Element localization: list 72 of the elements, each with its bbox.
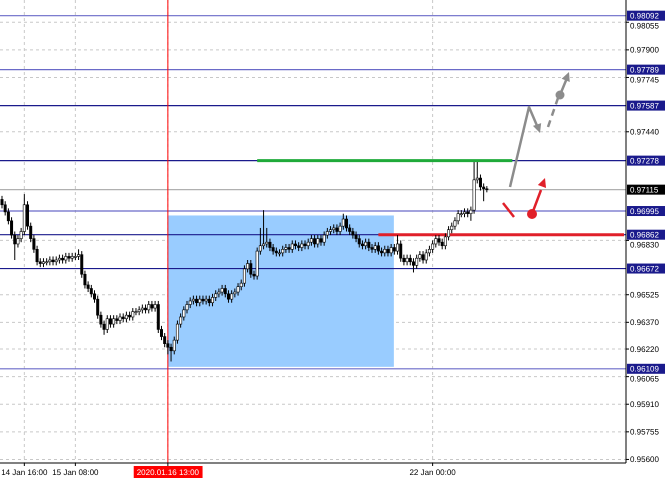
y-tick-label: 0.95600 [630,455,660,464]
y-tick-label: 0.98055 [630,21,660,30]
candlestick [306,238,310,250]
candlestick [437,234,440,246]
y-tick-label: 0.96065 [630,374,660,384]
candlestick [390,243,393,257]
candlestick [412,258,415,273]
candlestick [310,234,313,246]
candlestick [208,295,211,307]
candlestick [230,290,234,304]
candlestick [316,234,320,248]
candlestick [195,295,198,307]
candlestick [106,314,109,334]
candlestick [415,254,418,270]
y-tick-label: 0.96525 [630,290,660,300]
candlestick [319,234,322,246]
y-tick-label: 0.97900 [630,46,660,55]
candlestick [383,245,386,257]
ref-line-label: 0.97587 [630,101,660,110]
x-tick-label: 15 Jan 08:00 [52,468,100,477]
candlestick [236,282,240,296]
ref-line-label: 0.96862 [630,230,660,240]
candlestick [440,238,444,250]
candlestick [170,343,173,362]
ref-line-label: 0.98092 [630,11,660,20]
ref-line-label: 0.97789 [630,65,660,74]
candlestick [351,227,354,240]
candlestick [147,300,150,314]
candlestick [300,240,304,252]
candlestick [118,312,122,325]
candlestick [358,234,361,248]
candlestick [344,214,348,232]
y-tick-label: 0.96220 [630,344,660,354]
candlestick [367,238,370,252]
candlestick [131,308,134,322]
candlestick [386,245,390,257]
candlestick [290,240,294,254]
ref-line-label: 0.96672 [630,264,660,274]
candlestick [150,300,154,312]
candlestick [392,243,396,256]
candlestick [220,284,224,296]
y-tick-label: 0.96370 [630,318,660,328]
candlestick [364,238,368,250]
y-tick-label: 0.96830 [630,240,660,250]
candlestick [108,314,112,328]
candlestick [64,252,68,264]
ref-line-label: 0.96109 [630,364,660,374]
candlestick [112,314,116,328]
candlestick [198,295,202,307]
candlestick [281,245,284,257]
candlestick [335,224,338,236]
candlestick [406,254,409,266]
candlestick [424,248,428,264]
x-tick-label: 14 Jan 16:00 [1,468,48,477]
candlestick [376,242,380,256]
candlestick [313,234,316,248]
candlestick [374,242,377,254]
candlestick [211,293,214,307]
y-tick-label: 0.95755 [630,428,660,437]
candlestick [124,311,128,323]
candlestick [249,259,252,278]
y-tick-label: 0.95910 [630,400,660,410]
y-tick-label: 0.97440 [630,128,660,137]
ref-line-label: 0.96995 [630,206,660,216]
x-tick-label: 2020.01.16 13:00 [136,468,200,477]
candlestick [322,231,326,246]
y-tick-label: 0.97745 [630,75,660,84]
ref-line-label: 0.97115 [630,185,659,194]
ref-line-label: 0.97278 [630,156,660,166]
x-tick-label: 22 Jan 00:00 [409,468,456,477]
candlestick [422,250,425,264]
candlestick [396,234,400,256]
